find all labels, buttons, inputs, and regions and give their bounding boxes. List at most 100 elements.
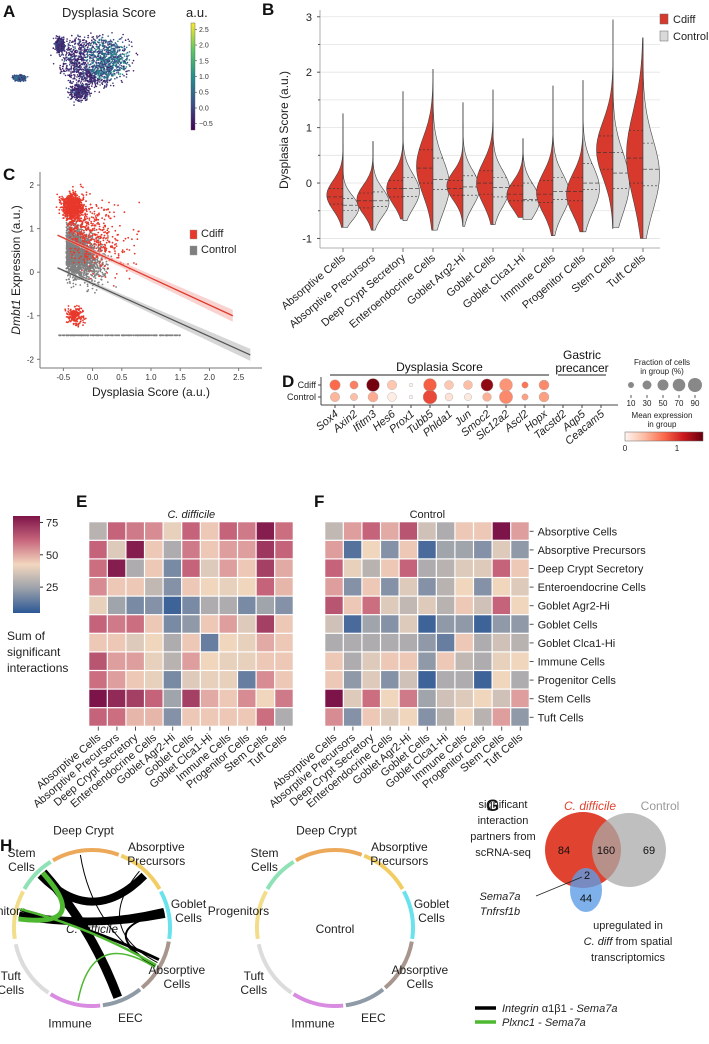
control-point xyxy=(99,274,102,277)
control-point xyxy=(74,278,77,281)
control-point xyxy=(74,283,77,286)
control-point xyxy=(82,272,85,275)
umap-point xyxy=(78,62,81,64)
umap-point xyxy=(76,97,79,99)
umap-point xyxy=(105,46,108,48)
umap-point xyxy=(69,58,72,61)
umap-point xyxy=(72,67,75,70)
umap-point xyxy=(14,79,17,81)
umap-point xyxy=(88,66,91,68)
colorbar-tick-label: −0.5 xyxy=(199,121,213,128)
control-point xyxy=(90,263,93,266)
control-point xyxy=(95,270,98,272)
violin-half-control xyxy=(492,89,510,225)
violin-half-control xyxy=(552,85,570,237)
umap-point xyxy=(92,75,94,78)
umap-point xyxy=(123,55,126,57)
umap-point xyxy=(55,45,57,47)
umap-point xyxy=(64,45,66,47)
umap-point xyxy=(83,59,86,61)
umap-point xyxy=(99,84,101,86)
umap-point xyxy=(99,48,101,51)
umap-point xyxy=(82,52,85,55)
umap-point xyxy=(99,72,101,75)
umap-point xyxy=(120,79,123,82)
umap-point xyxy=(68,41,71,44)
umap-point xyxy=(82,78,85,81)
umap-point xyxy=(84,56,87,59)
umap-point xyxy=(74,75,76,77)
umap-point xyxy=(103,57,105,60)
control-point xyxy=(72,279,75,282)
umap-point xyxy=(71,90,73,92)
control-point xyxy=(128,334,131,337)
umap-point xyxy=(90,57,93,59)
umap-point xyxy=(82,86,85,88)
control-point xyxy=(70,269,72,272)
umap-point xyxy=(70,69,72,71)
umap-point xyxy=(75,87,77,90)
umap-point xyxy=(107,73,109,76)
control-point xyxy=(68,280,71,283)
umap-point xyxy=(131,62,134,64)
umap-point xyxy=(97,79,99,82)
control-point xyxy=(83,266,85,268)
umap-point xyxy=(79,56,82,58)
control-point xyxy=(100,275,103,278)
control-point xyxy=(167,334,169,337)
umap-point xyxy=(61,59,63,61)
control-point xyxy=(101,271,104,274)
control-point xyxy=(66,254,68,257)
violin-half-cdiff xyxy=(356,141,374,231)
umap-point xyxy=(117,47,119,49)
umap-point xyxy=(99,69,102,72)
control-point xyxy=(91,274,93,277)
control-point xyxy=(79,273,82,276)
umap-point xyxy=(70,60,72,63)
umap-point xyxy=(118,56,120,59)
umap-point xyxy=(107,66,109,69)
control-point xyxy=(87,334,90,337)
control-point xyxy=(70,267,73,270)
control-point xyxy=(86,285,89,288)
umap-point xyxy=(89,70,91,72)
umap-point xyxy=(69,39,71,42)
umap-point xyxy=(78,47,81,49)
umap-point xyxy=(84,83,87,86)
umap-point xyxy=(96,66,98,69)
control-point xyxy=(96,266,99,268)
umap-point xyxy=(96,41,99,43)
umap-point xyxy=(121,49,124,51)
control-point xyxy=(75,263,77,265)
umap-point xyxy=(97,61,99,64)
umap-point xyxy=(85,41,88,43)
control-point xyxy=(91,265,94,268)
umap-point xyxy=(76,66,78,69)
umap-point xyxy=(81,86,83,88)
umap-point xyxy=(78,98,80,101)
umap-point xyxy=(113,45,116,47)
umap-point xyxy=(85,79,87,82)
umap-point xyxy=(117,65,119,68)
umap-point xyxy=(57,37,59,40)
umap-point xyxy=(84,74,86,76)
umap-point xyxy=(91,77,93,79)
control-point xyxy=(86,290,89,293)
umap-point xyxy=(66,91,69,93)
umap-point xyxy=(87,91,89,93)
control-point xyxy=(67,262,70,264)
umap-point xyxy=(117,40,119,43)
umap-point xyxy=(103,80,106,82)
control-point xyxy=(79,271,82,273)
control-point xyxy=(73,271,76,273)
umap-point xyxy=(91,39,93,42)
umap-point xyxy=(74,51,76,54)
control-point xyxy=(148,334,150,337)
umap-point xyxy=(101,70,104,73)
umap-point xyxy=(79,94,81,97)
umap-point xyxy=(70,74,73,77)
umap-point xyxy=(106,68,109,71)
umap-point xyxy=(102,47,105,50)
umap-point xyxy=(123,62,125,64)
umap-point xyxy=(91,80,93,83)
